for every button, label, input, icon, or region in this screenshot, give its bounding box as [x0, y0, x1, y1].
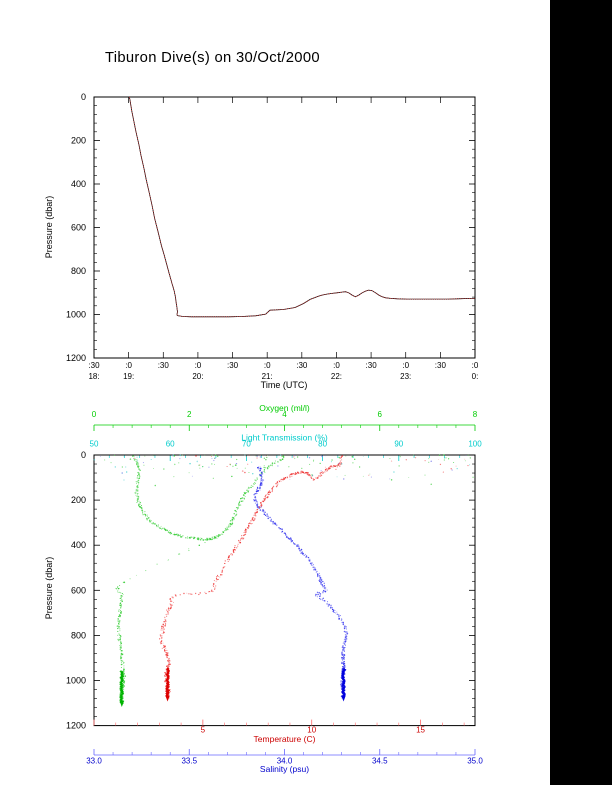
svg-text:0: 0 — [81, 450, 86, 460]
svg-text:1000: 1000 — [66, 676, 86, 686]
svg-text:6: 6 — [378, 410, 383, 419]
svg-text:90: 90 — [394, 440, 403, 449]
svg-text:Light Transmission (%): Light Transmission (%) — [241, 433, 328, 443]
svg-text:8: 8 — [473, 410, 478, 419]
svg-text:60: 60 — [166, 440, 175, 449]
svg-text:Salinity (psu): Salinity (psu) — [260, 764, 309, 774]
svg-text:Pressure (dbar): Pressure (dbar) — [44, 557, 54, 620]
svg-text:Oxygen (ml/l): Oxygen (ml/l) — [259, 403, 310, 413]
svg-text:0: 0 — [92, 410, 97, 419]
svg-text:400: 400 — [71, 540, 86, 550]
svg-text:Temperature (C): Temperature (C) — [254, 734, 316, 744]
svg-text:33.0: 33.0 — [86, 757, 102, 766]
svg-text:1200: 1200 — [66, 721, 86, 731]
svg-text:800: 800 — [71, 630, 86, 640]
svg-text:33.5: 33.5 — [181, 757, 197, 766]
svg-text:200: 200 — [71, 495, 86, 505]
svg-text:35.0: 35.0 — [467, 757, 483, 766]
svg-text:34.5: 34.5 — [372, 757, 388, 766]
svg-text:50: 50 — [90, 440, 99, 449]
svg-text:5: 5 — [201, 726, 206, 735]
svg-text:15: 15 — [416, 726, 425, 735]
svg-text:600: 600 — [71, 585, 86, 595]
svg-text:100: 100 — [468, 440, 482, 449]
svg-text:2: 2 — [187, 410, 192, 419]
